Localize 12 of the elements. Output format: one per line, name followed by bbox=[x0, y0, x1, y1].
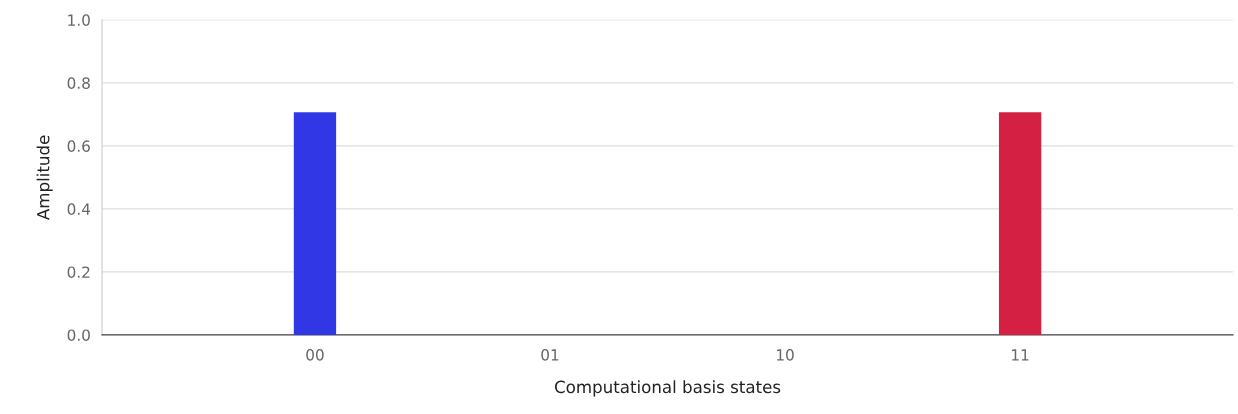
y-tick-label: 0.2 bbox=[67, 266, 90, 278]
x-tick-label: 00 bbox=[306, 349, 324, 361]
y-tick-label: 1.0 bbox=[68, 14, 90, 26]
x-tick-label: 10 bbox=[777, 349, 794, 361]
x-axis-title: Computational basis states bbox=[554, 380, 781, 397]
y-tick-label: 0.4 bbox=[67, 203, 91, 215]
y-axis-title: Amplitude bbox=[36, 135, 53, 220]
y-tick-label: 0.8 bbox=[67, 77, 90, 89]
x-tick-label: 11 bbox=[1012, 349, 1029, 361]
y-tick-label: 0.6 bbox=[67, 140, 90, 152]
y-tick-label: 0.0 bbox=[67, 329, 90, 341]
x-tick-label: 01 bbox=[541, 349, 559, 361]
